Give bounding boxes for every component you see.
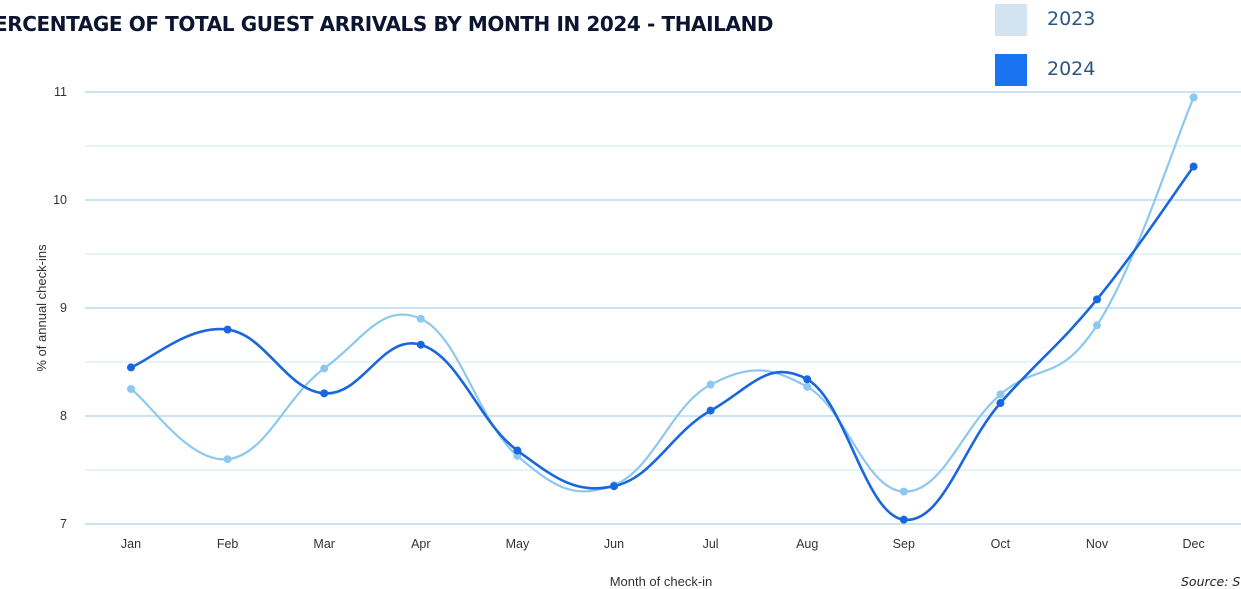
source-note: Source: S	[1181, 574, 1241, 589]
series-layer	[127, 93, 1198, 524]
x-tick-labels: Jan Feb Mar Apr May Jun Jul Aug Sep Oct Nov Dec	[121, 537, 1205, 551]
data-point-2023	[803, 382, 812, 391]
data-point-2024	[416, 340, 425, 349]
data-point-2024	[513, 446, 522, 455]
legend-label-2023: 2023	[1047, 8, 1096, 30]
series-2024	[127, 162, 1198, 524]
x-tick-label: Jan	[121, 537, 141, 551]
data-point-2023	[223, 455, 232, 464]
y-tick-label: 9	[60, 301, 67, 315]
x-tick-label: Sep	[893, 537, 915, 551]
x-tick-label: Jun	[604, 537, 624, 551]
legend-item-2024: 2024	[995, 54, 1235, 88]
data-point-2024	[899, 515, 908, 524]
gridlines	[85, 91, 1241, 525]
series-line-2023	[129, 96, 1195, 493]
x-tick-label: Oct	[991, 537, 1011, 551]
x-tick-label: Aug	[796, 537, 818, 551]
data-point-2023	[706, 380, 715, 389]
x-tick-label: Mar	[313, 537, 335, 551]
x-tick-label: Apr	[411, 537, 430, 551]
data-point-2023	[1093, 321, 1101, 330]
data-point-2023	[996, 390, 1005, 399]
x-tick-label: Nov	[1086, 537, 1109, 551]
data-point-2023	[320, 364, 329, 373]
data-point-2023	[127, 385, 135, 393]
data-point-2023	[899, 487, 908, 496]
data-point-2024	[320, 389, 329, 398]
y-tick-label: 7	[60, 517, 67, 531]
legend-label-2024: 2024	[1047, 58, 1096, 80]
data-point-2024	[706, 406, 715, 415]
y-axis-title: % of annual check-ins	[34, 244, 49, 372]
y-tick-label: 10	[53, 193, 67, 207]
x-tick-label: Jul	[703, 537, 719, 551]
series-2023	[127, 93, 1198, 496]
x-tick-label: May	[506, 537, 530, 551]
data-point-2023	[416, 314, 425, 323]
chart-title: ERCENTAGE OF TOTAL GUEST ARRIVALS BY MON…	[0, 12, 774, 36]
y-tick-labels: 7 8 9 10 11	[53, 85, 67, 531]
data-point-2024	[223, 325, 232, 334]
data-point-2024	[1189, 162, 1198, 171]
series-line-2024	[129, 165, 1195, 521]
x-tick-label: Feb	[217, 537, 239, 551]
data-point-2024	[610, 482, 618, 491]
data-point-2024	[127, 363, 135, 372]
data-point-2023	[1189, 93, 1198, 102]
legend-swatch-2023	[995, 4, 1027, 36]
legend-item-2023: 2023	[995, 4, 1235, 38]
y-tick-label: 11	[54, 85, 67, 99]
x-tick-label: Dec	[1182, 537, 1204, 551]
data-point-2024	[1093, 295, 1101, 304]
x-axis-title: Month of check-in	[610, 574, 713, 589]
y-tick-label: 8	[60, 409, 67, 423]
data-point-2024	[803, 375, 812, 384]
data-point-2024	[996, 399, 1005, 408]
legend-swatch-2024	[995, 54, 1027, 86]
